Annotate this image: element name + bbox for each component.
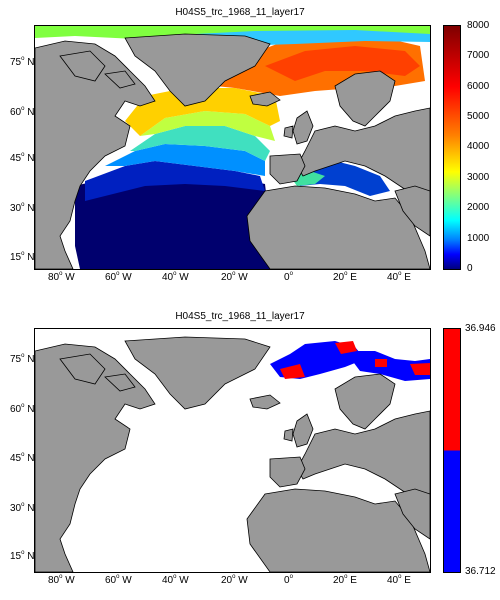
panel-2-ytick-75: 75o N: [10, 353, 35, 365]
panel-1-ytick-45: 45o N: [10, 152, 35, 164]
panel-2-ytick-45: 45o N: [10, 452, 35, 464]
panel-2-ytick-15: 15o N: [10, 550, 35, 562]
panel-1-xtick-60w: 60o W: [105, 271, 132, 283]
threshold-field: [270, 341, 430, 381]
land-masses: [35, 33, 430, 269]
panel-1-colorbar: [443, 25, 461, 270]
panel-2-xtick-40w: 40o W: [162, 574, 189, 586]
panel-1-ytick-30: 30o N: [10, 202, 35, 214]
panel-1-colorbar-tick-1000: 1000: [467, 233, 490, 244]
panel-1-colorbar-tick-2000: 2000: [467, 202, 490, 213]
panel-1-title: H04S5_trc_1968_11_layer17: [175, 7, 305, 18]
panel-1-colorbar-tick-5000: 5000: [467, 111, 490, 122]
panel-2-xtick-60w: 60o W: [105, 574, 132, 586]
panel-2-xtick-80w: 80o W: [48, 574, 75, 586]
panel-2-colorbar-tick-max: 36.946: [465, 323, 496, 334]
panel-1-xtick-20e: 20o E: [333, 271, 357, 283]
panel-2-xtick-20e: 20o E: [333, 574, 357, 586]
panel-1-xtick-80w: 80o W: [48, 271, 75, 283]
panel-1-colorbar-tick-4000: 4000: [467, 141, 490, 152]
panel-1-map: [34, 25, 431, 270]
panel-2-title: H04S5_trc_1968_11_layer17: [175, 311, 305, 322]
panel-2-colorbar: [443, 328, 461, 573]
panel-1-ytick-15: 15o N: [10, 251, 35, 263]
panel-1-colorbar-tick-8000: 8000: [467, 20, 490, 31]
panel-2-xtick-20w: 20o W: [221, 574, 248, 586]
panel-1-xtick-40w: 40o W: [162, 271, 189, 283]
panel-1-colorbar-tick-7000: 7000: [467, 50, 490, 61]
panel-1-map-canvas: [35, 26, 430, 269]
panel-1-colorbar-tick-3000: 3000: [467, 172, 490, 183]
panel-2-colorbar-tick-min: 36.712: [465, 566, 496, 577]
panel-1-colorbar-tick-0: 0: [467, 263, 473, 274]
panel-1-ytick-60: 60o N: [10, 106, 35, 118]
panel-2-xtick-0: 0o: [284, 574, 293, 586]
panel-2-ytick-30: 30o N: [10, 502, 35, 514]
panel-2-ytick-60: 60o N: [10, 403, 35, 415]
panel-1-colorbar-tick-6000: 6000: [467, 81, 490, 92]
panel-1-ytick-75: 75o N: [10, 56, 35, 68]
panel-1-xtick-0: 0o: [284, 271, 293, 283]
panel-2-xtick-40e: 40o E: [387, 574, 411, 586]
panel-1-xtick-20w: 20o W: [221, 271, 248, 283]
panel-2-map-canvas: [35, 336, 430, 572]
panel-1-xtick-40e: 40o E: [387, 271, 411, 283]
panel-2-map: [34, 328, 431, 573]
land-masses-2: [35, 336, 430, 572]
